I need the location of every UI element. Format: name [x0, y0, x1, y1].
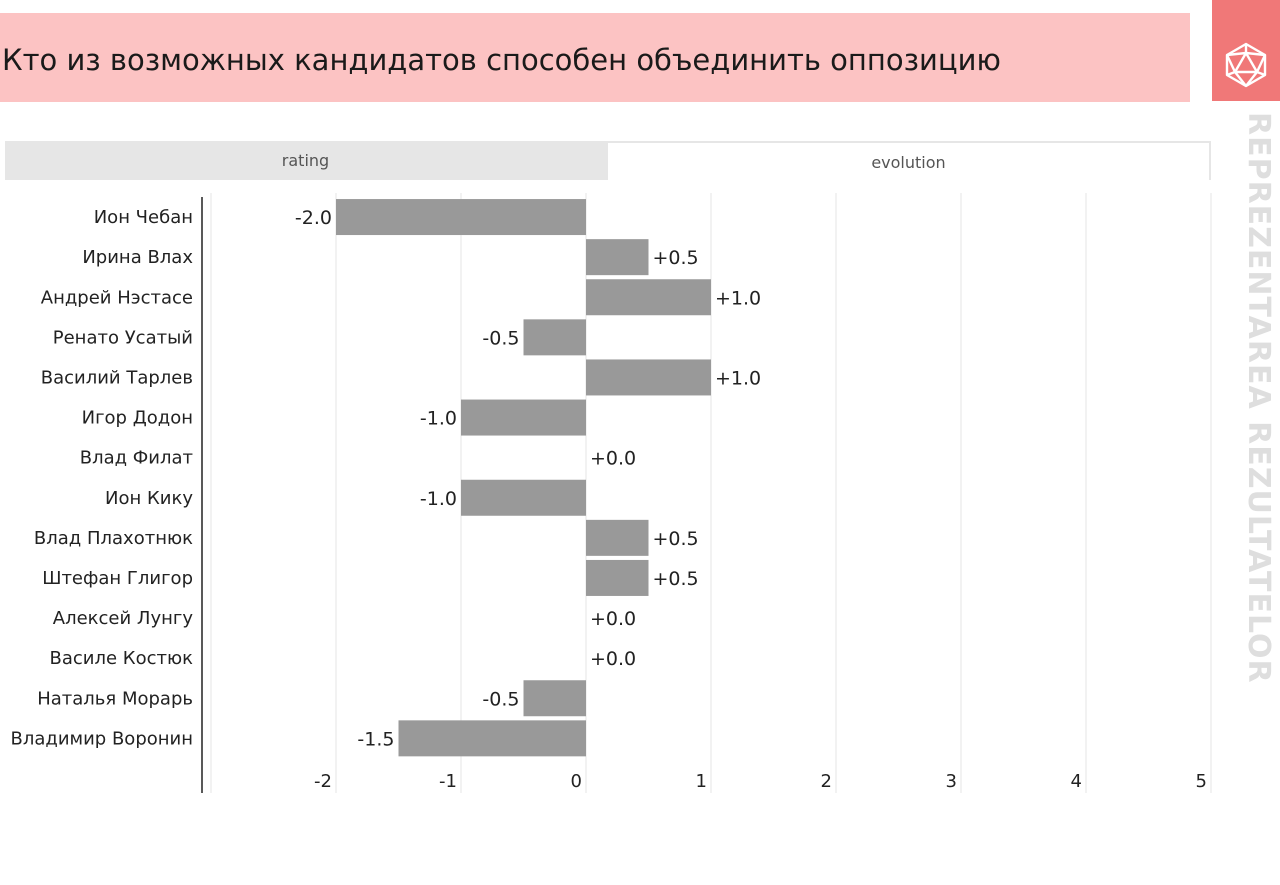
tab-rating[interactable]: rating — [5, 141, 606, 180]
page-title: Кто из возможных кандидатов способен объ… — [2, 43, 1001, 77]
bar — [336, 199, 586, 236]
tab-bar: rating evolution — [5, 141, 1211, 180]
category-label: Владимир Воронин — [11, 728, 194, 749]
value-label: -1.5 — [357, 728, 394, 750]
category-label: Василий Тарлев — [41, 367, 193, 388]
bar — [461, 399, 586, 436]
value-label: -0.5 — [482, 327, 519, 349]
bar — [398, 720, 586, 757]
tab-evolution[interactable]: evolution — [606, 141, 1211, 180]
bar — [523, 680, 586, 717]
x-tick-label: 2 — [821, 771, 832, 792]
value-label: +0.0 — [590, 608, 636, 630]
value-label: -0.5 — [482, 688, 519, 710]
bar — [586, 279, 711, 316]
value-label: -1.0 — [420, 408, 457, 430]
x-tick-label: -1 — [439, 771, 457, 792]
bar — [586, 559, 649, 596]
category-label: Ион Кику — [105, 488, 193, 509]
polyhedron-icon — [1225, 42, 1267, 88]
value-label: +0.5 — [653, 247, 699, 269]
value-label: +0.5 — [653, 568, 699, 590]
bar — [586, 239, 649, 276]
bar — [586, 359, 711, 396]
bar — [461, 479, 586, 516]
category-label: Алексей Лунгу — [53, 608, 194, 629]
value-label: +1.0 — [715, 287, 761, 309]
x-tick-label: 3 — [946, 771, 957, 792]
value-label: -2.0 — [295, 207, 332, 229]
x-tick-label: 5 — [1196, 771, 1207, 792]
title-bar: Кто из возможных кандидатов способен объ… — [0, 13, 1190, 102]
bar — [586, 519, 649, 556]
category-label: Штефан Глигор — [42, 568, 193, 589]
value-label: +0.0 — [590, 648, 636, 670]
bar — [523, 319, 586, 356]
evolution-bar-chart: Ион Чебан -2.0 Ирина Влах +0.5 Андрей Нэстас… — [11, 193, 1212, 793]
category-label: Влад Плахотнюк — [34, 528, 193, 549]
x-tick-label: 0 — [571, 771, 582, 792]
value-label: -1.0 — [420, 488, 457, 510]
x-tick-label: 4 — [1071, 771, 1082, 792]
category-label: Ион Чебан — [94, 207, 193, 228]
value-label: +1.0 — [715, 367, 761, 389]
brand-vertical-text: REPREZENTAREA REZULTATELOR — [1241, 112, 1276, 684]
chart-area: Ион Чебан -2.0 Ирина Влах +0.5 Андрей Нэстас… — [0, 190, 1220, 800]
x-tick-label: -2 — [314, 771, 332, 792]
value-label: +0.0 — [590, 448, 636, 470]
category-label: Андрей Нэстасе — [41, 287, 193, 308]
category-label: Ренато Усатый — [53, 327, 193, 348]
brand-logo — [1212, 0, 1280, 101]
category-label: Василе Костюк — [50, 648, 194, 669]
x-tick-label: 1 — [696, 771, 707, 792]
category-label: Влад Филат — [80, 448, 193, 469]
value-label: +0.5 — [653, 528, 699, 550]
category-label: Ирина Влах — [82, 247, 193, 268]
category-label: Наталья Морарь — [37, 688, 193, 709]
category-label: Игор Додон — [82, 408, 193, 429]
